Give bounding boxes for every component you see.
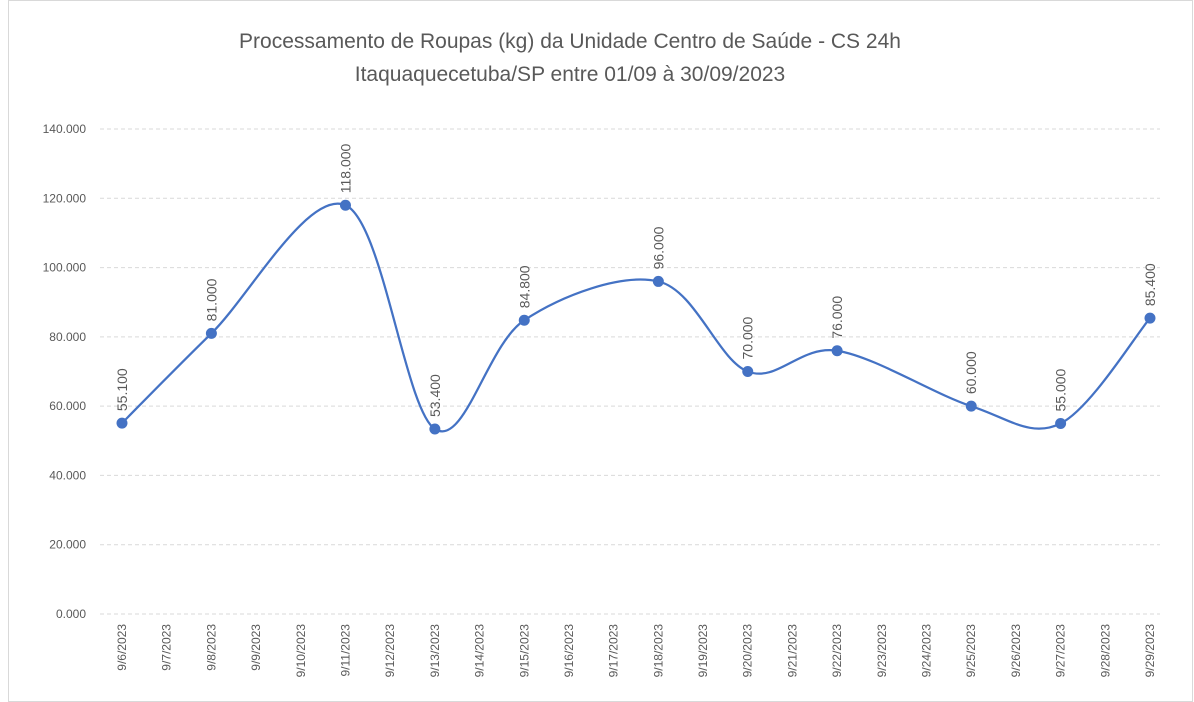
point xyxy=(429,423,441,435)
data-label: 76.000 xyxy=(829,296,845,339)
x-tick-label: 9/26/2023 xyxy=(1009,624,1023,678)
y-tick-label: 120.000 xyxy=(43,191,87,205)
data-label: 84.800 xyxy=(516,265,532,308)
x-tick-label: 9/12/2023 xyxy=(383,624,397,678)
point xyxy=(831,345,843,357)
point xyxy=(965,400,977,412)
data-label: 60.000 xyxy=(963,351,979,394)
point xyxy=(652,275,664,287)
chart-title: Processamento de Roupas (kg) da Unidade … xyxy=(239,30,901,53)
x-tick-label: 9/11/2023 xyxy=(338,624,352,677)
x-tick-label: 9/28/2023 xyxy=(1098,624,1112,678)
data-label: 96.000 xyxy=(650,226,666,269)
x-tick-label: 9/16/2023 xyxy=(562,624,576,678)
x-tick-label: 9/8/2023 xyxy=(204,624,218,671)
data-label: 81.000 xyxy=(203,278,219,321)
x-tick-label: 9/22/2023 xyxy=(830,624,844,678)
y-tick-label: 80.000 xyxy=(49,330,86,344)
point xyxy=(742,366,754,377)
y-tick-label: 100.000 xyxy=(43,261,87,275)
x-tick-label: 9/25/2023 xyxy=(964,624,978,678)
x-tick-label: 9/24/2023 xyxy=(920,624,934,678)
y-tick-label: 60.000 xyxy=(49,399,86,413)
x-tick-label: 9/18/2023 xyxy=(651,624,665,678)
point xyxy=(518,314,530,326)
point xyxy=(116,417,128,429)
y-tick-label: 0.000 xyxy=(56,607,86,621)
data-label: 53.400 xyxy=(427,374,443,417)
chart-frame xyxy=(8,0,1193,702)
line xyxy=(121,202,1151,433)
data-label: 55.100 xyxy=(114,368,130,411)
x-tick-label: 9/9/2023 xyxy=(249,624,263,671)
y-tick-label: 40.000 xyxy=(49,468,86,482)
x-tick-label: 9/29/2023 xyxy=(1143,624,1157,678)
data-label: 118.000 xyxy=(337,143,353,193)
data-label: 85.400 xyxy=(1142,263,1158,306)
x-tick-label: 9/20/2023 xyxy=(741,624,755,678)
point xyxy=(339,199,351,211)
y-tick-label: 20.000 xyxy=(49,538,86,552)
x-tick-label: 9/13/2023 xyxy=(428,624,442,678)
x-tick-label: 9/21/2023 xyxy=(785,624,799,678)
x-tick-label: 9/14/2023 xyxy=(473,624,487,678)
x-tick-label: 9/23/2023 xyxy=(875,624,889,678)
point xyxy=(205,327,217,339)
y-tick-label: 140.000 xyxy=(43,122,87,136)
x-tick-label: 9/10/2023 xyxy=(294,624,308,678)
x-tick-label: 9/6/2023 xyxy=(115,624,129,671)
x-tick-label: 9/27/2023 xyxy=(1054,624,1068,678)
data-label: 70.000 xyxy=(740,316,756,359)
point xyxy=(1055,417,1067,429)
x-tick-label: 9/17/2023 xyxy=(607,624,621,678)
data-label: 55.000 xyxy=(1053,368,1069,411)
x-tick-label: 9/15/2023 xyxy=(517,624,531,678)
chart-subtitle: Itaquaquecetuba/SP entre 01/09 à 30/09/2… xyxy=(355,63,785,86)
x-tick-label: 9/19/2023 xyxy=(696,624,710,678)
x-tick-label: 9/7/2023 xyxy=(160,624,174,671)
point xyxy=(1144,312,1156,324)
